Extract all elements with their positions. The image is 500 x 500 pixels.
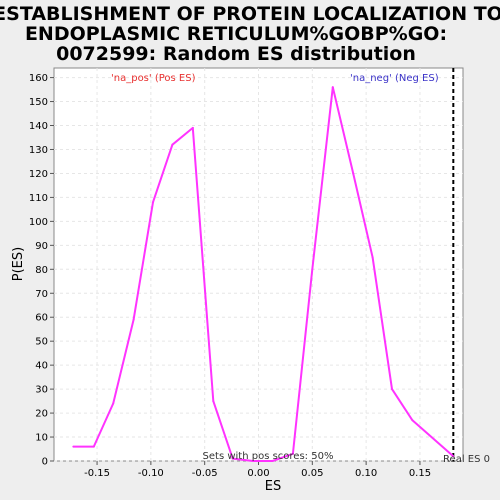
y-tick-label: 80 — [35, 265, 48, 276]
grid — [54, 68, 463, 462]
y-tick-label: 100 — [29, 217, 48, 228]
data-point — [152, 201, 155, 204]
data-point — [231, 457, 234, 460]
x-axis-title: ES — [265, 479, 281, 494]
data-point — [411, 419, 414, 422]
data-point — [212, 400, 215, 403]
data-point — [252, 460, 255, 462]
data-point — [352, 172, 355, 175]
data-point — [132, 318, 135, 321]
legend-neg: 'na_neg' (Neg ES) — [350, 73, 439, 84]
x-tick-label: 0.10 — [355, 468, 377, 479]
series-layer — [72, 86, 455, 462]
plot-area — [53, 67, 464, 462]
y-tick-label: 30 — [35, 385, 48, 396]
y-tick-label: 10 — [35, 433, 48, 444]
data-point — [331, 86, 334, 89]
data-point — [72, 445, 75, 448]
y-tick-label: 60 — [35, 313, 48, 324]
x-tick-label: 0.05 — [301, 468, 323, 479]
y-tick-label: 50 — [35, 337, 48, 348]
data-point — [291, 452, 294, 455]
y-tick-label: 150 — [29, 97, 48, 108]
y-tick-label: 20 — [35, 409, 48, 420]
y-tick-label: 0 — [42, 457, 48, 468]
pos-score-note: Sets with pos scores: 50% — [203, 451, 334, 462]
chart-title-line1: ESTABLISHMENT OF PROTEIN LOCALIZATION TO — [0, 3, 500, 25]
y-tick-label: 40 — [35, 361, 48, 372]
x-tick-label: 0.00 — [247, 468, 269, 479]
data-point — [92, 445, 95, 448]
data-point — [191, 126, 194, 129]
x-tick-label: -0.10 — [138, 468, 164, 479]
data-point — [271, 460, 274, 462]
data-point — [390, 388, 393, 391]
axes: 0 10 20 30 40 50 60 70 80 90 100 110 120 130 140 150 160… — [29, 73, 431, 479]
y-axis-title: P(ES) — [11, 247, 26, 281]
data-point — [171, 143, 174, 146]
x-tick-label: 0.15 — [409, 468, 431, 479]
data-point — [371, 256, 374, 259]
y-tick-label: 120 — [29, 169, 48, 180]
chart-title-line2: ENDOPLASMIC RETICULUM%GOBP%GO: — [25, 23, 447, 45]
x-tick-label: -0.15 — [84, 468, 110, 479]
y-tick-label: 130 — [29, 145, 48, 156]
y-tick-label: 90 — [35, 241, 48, 252]
legend-pos: 'na_pos' (Pos ES) — [111, 73, 196, 84]
y-tick-label: 70 — [35, 289, 48, 300]
data-point — [452, 455, 455, 458]
x-tick-label: -0.05 — [192, 468, 218, 479]
real-es-label: Real ES 0 — [443, 454, 490, 465]
y-tick-label: 160 — [29, 73, 48, 84]
chart-title-line3: 0072599: Random ES distribution — [56, 43, 416, 65]
y-tick-label: 140 — [29, 121, 48, 132]
data-point — [112, 402, 115, 405]
y-tick-label: 110 — [29, 193, 48, 204]
data-point — [311, 268, 314, 271]
